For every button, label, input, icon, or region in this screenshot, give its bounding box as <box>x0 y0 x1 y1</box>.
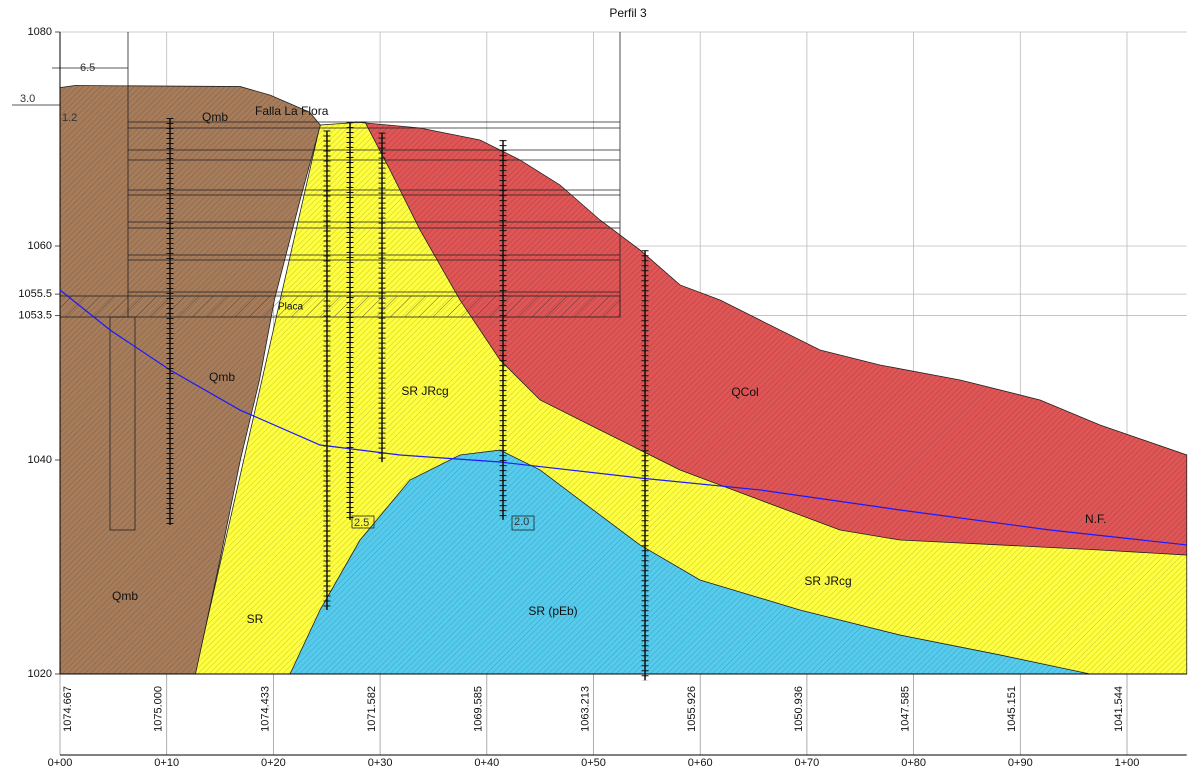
station-elevation: 1047.585 <box>900 686 912 732</box>
y-tick-label: 1055.5 <box>18 288 52 300</box>
fault-label: Falla La Flora <box>255 104 329 118</box>
unit-label: SR (pEb) <box>528 604 577 618</box>
station-elevation: 1069.585 <box>473 686 485 732</box>
station-elevation: 1071.582 <box>366 686 378 732</box>
station-elevation: 1074.433 <box>259 686 271 732</box>
station-elevation: 1075.000 <box>153 686 165 732</box>
y-tick-label: 1080 <box>28 26 52 38</box>
x-tick-label: 0+50 <box>581 757 606 769</box>
dimension-label: 3.0 <box>20 93 35 105</box>
dimension-label: 1.2 <box>62 112 77 124</box>
x-tick-label: 0+80 <box>901 757 926 769</box>
station-elevation: 1045.151 <box>1006 686 1018 732</box>
unit-label: Qmb <box>209 370 235 384</box>
x-tick-label: 0+20 <box>261 757 286 769</box>
y-tick-label: 1060 <box>28 240 52 252</box>
chart: 0+00 1074.667 0+10 1075.000 0+20 1074.433 0+30… <box>0 0 1191 773</box>
unit-label: SR <box>247 612 264 626</box>
unit-label: Qmb <box>112 589 138 603</box>
station-elevation: 1055.926 <box>686 686 698 732</box>
y-tick-label: 1040 <box>28 454 52 466</box>
x-tick-label: 0+90 <box>1008 757 1033 769</box>
page: {"chart_data": { "type": "profile", "tit… <box>0 0 1191 773</box>
station-elevation: 1074.667 <box>62 686 74 732</box>
unit-label: SR JRcg <box>804 574 851 588</box>
chart-title: Perfil 3 <box>609 6 647 20</box>
x-tick-label: 1+00 <box>1115 757 1140 769</box>
x-tick-label: 0+40 <box>474 757 499 769</box>
plate-band <box>60 296 620 317</box>
x-tick-label: 0+00 <box>48 757 73 769</box>
dimension-label: 6.5 <box>80 62 95 74</box>
x-tick-label: 0+60 <box>688 757 713 769</box>
unit-label: SR JRcg <box>401 384 448 398</box>
unit-label: Qmb <box>202 110 228 124</box>
dimension-label: 2.5 <box>354 517 369 529</box>
x-tick-label: 0+10 <box>154 757 179 769</box>
dimension-label: 2.0 <box>514 516 529 528</box>
station-elevation: 1041.544 <box>1113 686 1125 732</box>
station-elevation: 1050.936 <box>793 686 805 732</box>
y-tick-label: 1020 <box>28 668 52 680</box>
unit-label: QCol <box>731 385 758 399</box>
water-table-label: N.F. <box>1085 512 1106 526</box>
x-tick-label: 0+30 <box>368 757 393 769</box>
y-tick-label: 1053.5 <box>18 309 52 321</box>
x-tick-label: 0+70 <box>795 757 820 769</box>
station-elevation: 1063.213 <box>579 686 591 732</box>
plate-label: Placa <box>278 302 303 313</box>
